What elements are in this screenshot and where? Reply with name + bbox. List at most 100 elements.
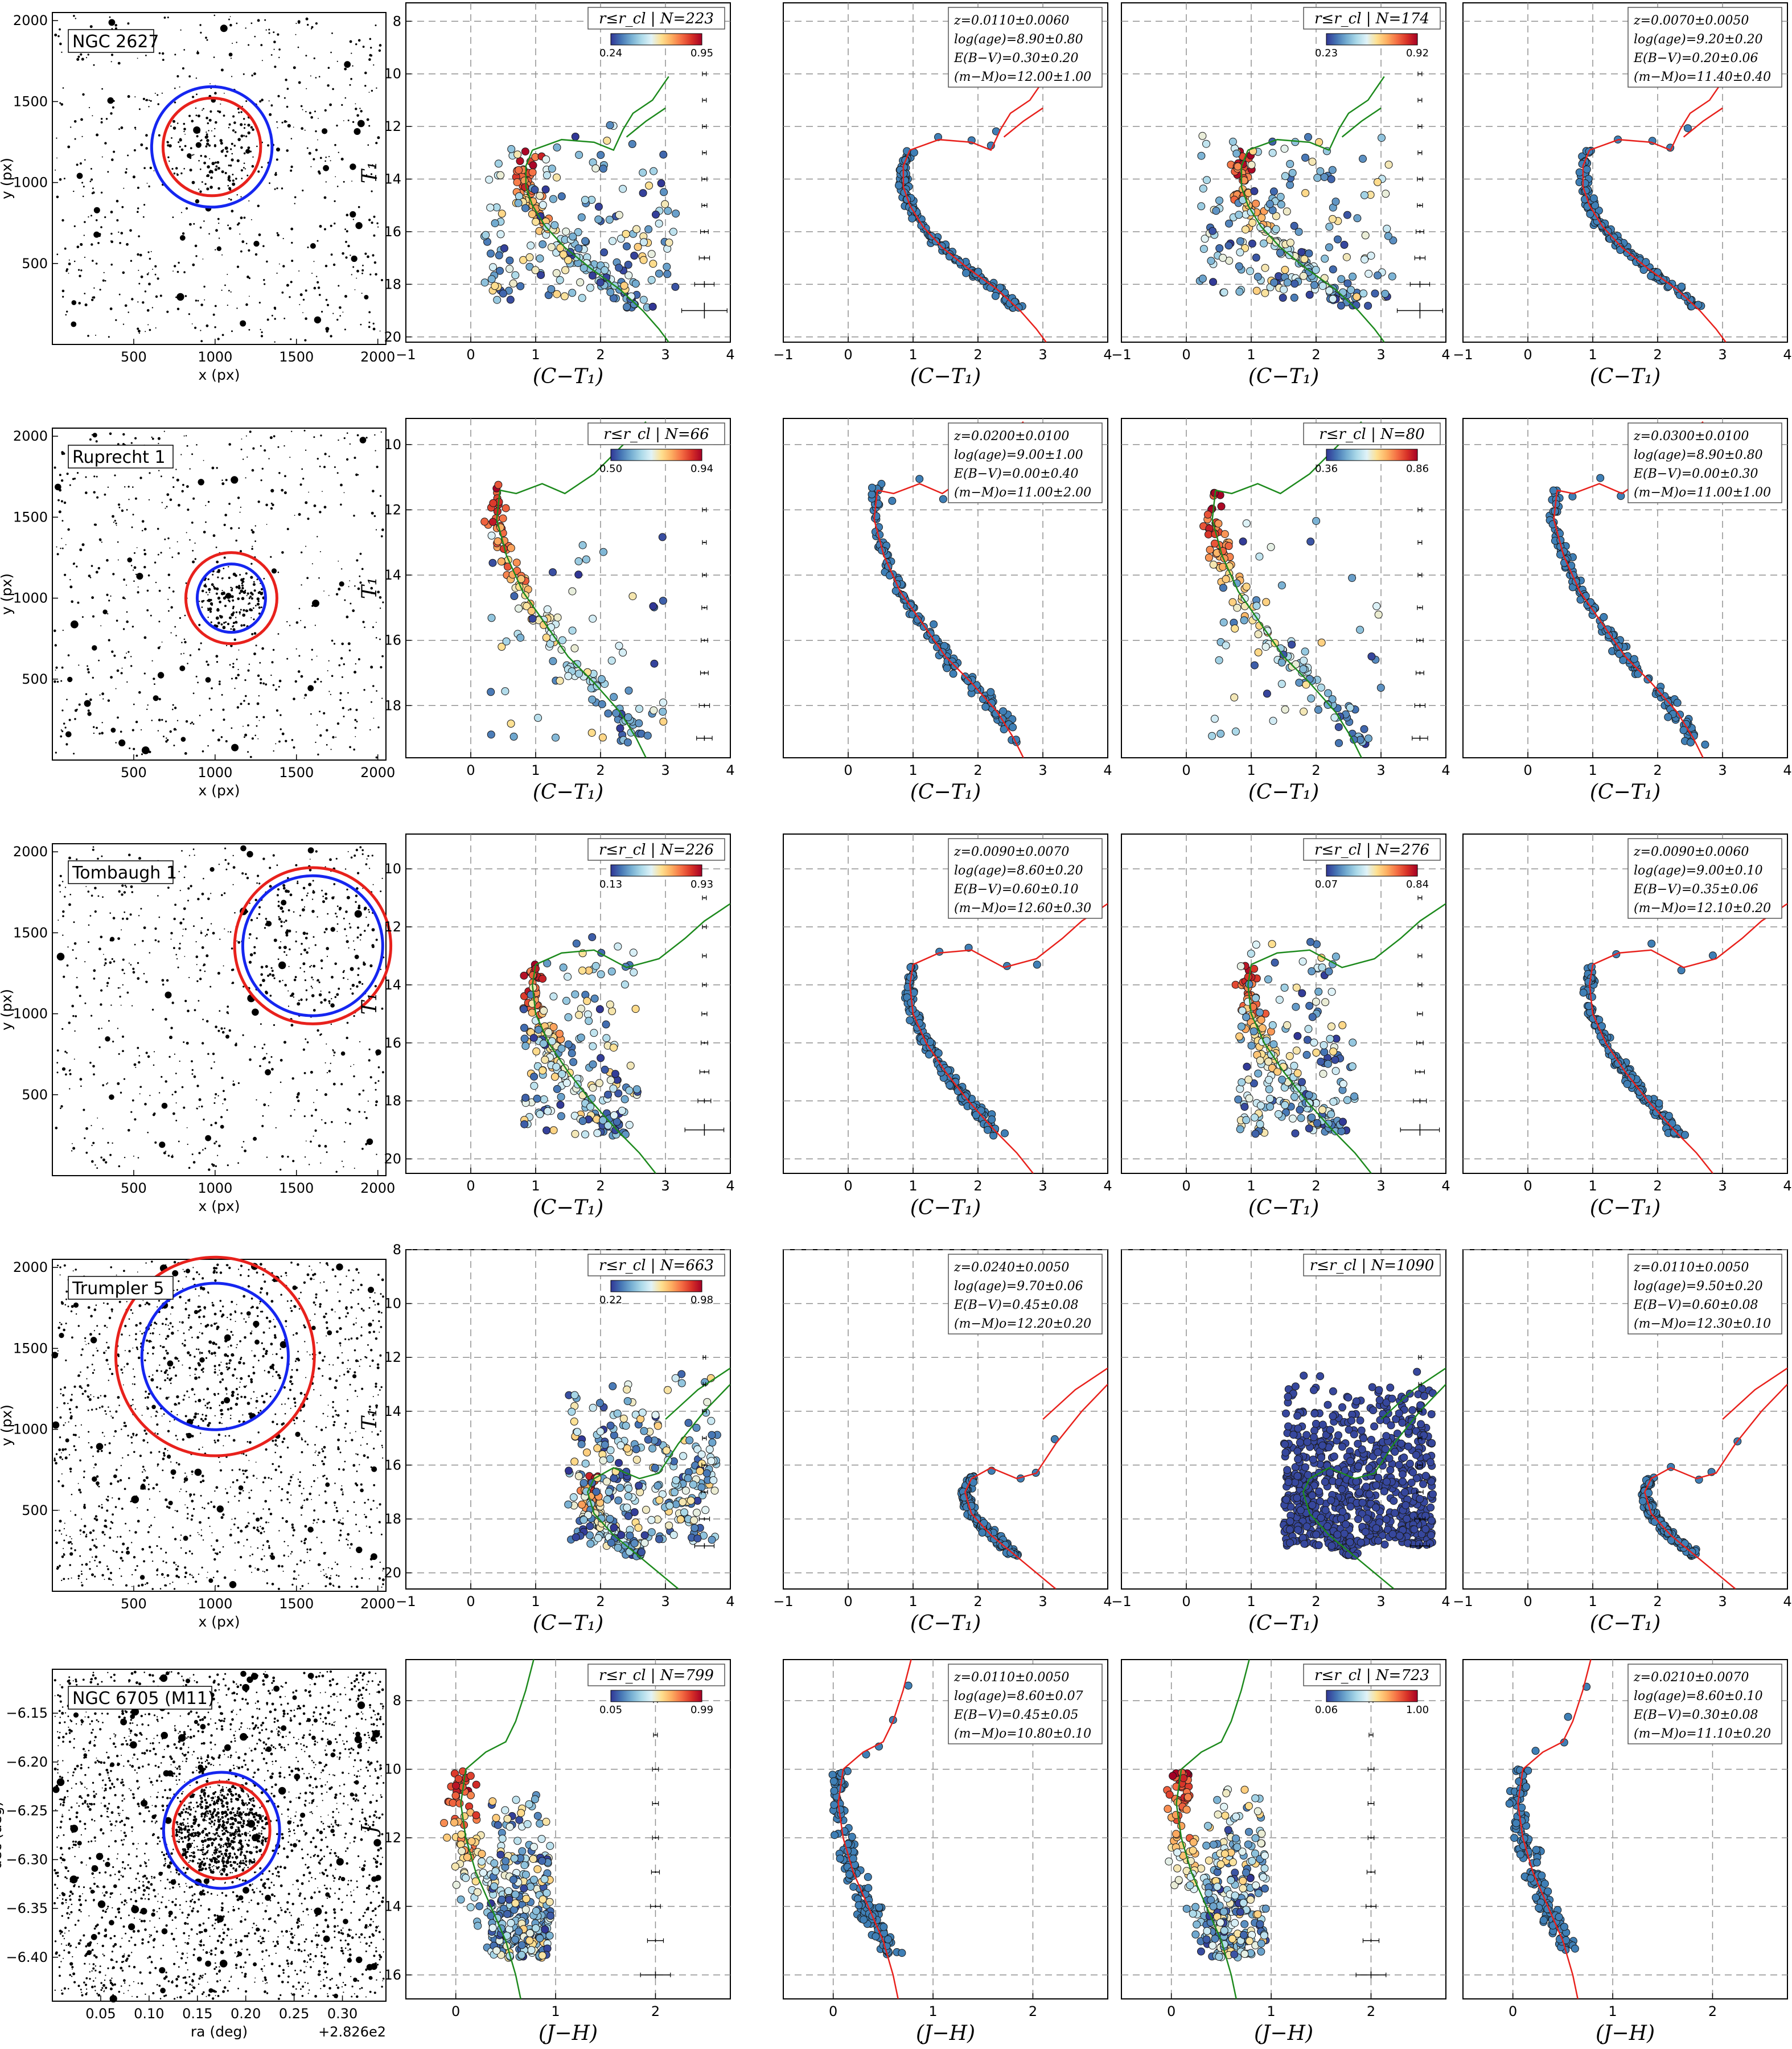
star [318, 577, 320, 579]
data-point [1235, 262, 1243, 270]
star [214, 1122, 217, 1124]
star [381, 528, 384, 531]
x-tick-label: 1 [1588, 762, 1597, 778]
data-point [1283, 207, 1291, 216]
star [278, 472, 281, 474]
fit-param-age: log(age)=8.90±0.80 [1634, 448, 1763, 462]
data-point [1286, 180, 1294, 189]
star [101, 732, 104, 734]
star [326, 947, 329, 950]
star [69, 484, 71, 486]
star [106, 1083, 108, 1085]
star [162, 52, 165, 55]
star [341, 642, 344, 646]
star [239, 550, 243, 553]
star [115, 319, 117, 321]
data-point [599, 548, 607, 556]
star [355, 736, 356, 737]
data-point [1340, 241, 1349, 249]
star [302, 109, 303, 110]
star [161, 1103, 168, 1109]
data-point [1367, 652, 1376, 660]
star [349, 40, 352, 43]
star [69, 1088, 71, 1090]
star [200, 303, 203, 306]
x-tick-label: 2000 [360, 765, 395, 781]
star [167, 537, 170, 540]
data-point [991, 291, 1000, 300]
data-point [529, 161, 537, 170]
data-point [1297, 248, 1306, 256]
data-point [1272, 212, 1280, 220]
star [249, 902, 250, 904]
star [323, 466, 326, 469]
star [138, 282, 141, 285]
star [100, 1156, 102, 1159]
star [158, 1092, 161, 1094]
star [335, 1171, 338, 1173]
star [357, 587, 360, 590]
star [145, 147, 148, 150]
star [205, 133, 208, 136]
data-point [600, 248, 609, 257]
star [305, 55, 307, 57]
star [149, 952, 151, 954]
star [287, 890, 290, 893]
star [151, 437, 154, 440]
star [349, 84, 351, 86]
data-point [496, 230, 505, 239]
star [301, 551, 303, 553]
star [65, 1073, 67, 1076]
star [215, 1165, 217, 1167]
star [251, 737, 254, 740]
x-tick-label: 2000 [360, 349, 395, 365]
star [153, 1064, 155, 1066]
star [266, 1156, 268, 1158]
star [354, 128, 361, 135]
star [191, 1073, 194, 1075]
star [262, 1115, 264, 1117]
star [168, 610, 170, 612]
star [134, 96, 136, 98]
star [226, 150, 229, 153]
star [262, 682, 265, 685]
star [243, 590, 246, 594]
data-point [655, 269, 663, 278]
data-point [1248, 239, 1256, 248]
star [276, 894, 279, 897]
star [232, 866, 236, 869]
star [250, 919, 253, 922]
y-tick-label: 2000 [13, 13, 48, 28]
star [121, 667, 123, 669]
star [224, 928, 225, 930]
star [320, 967, 323, 970]
x-tick-label: 1 [531, 762, 540, 778]
star [163, 430, 165, 432]
star [191, 453, 194, 455]
star [325, 298, 328, 301]
star [70, 126, 72, 128]
data-point [595, 1079, 603, 1087]
star [134, 552, 135, 554]
star [181, 490, 184, 492]
star [166, 739, 169, 741]
star [232, 855, 234, 857]
star [326, 1151, 328, 1153]
star [281, 121, 283, 124]
data-point [536, 191, 544, 200]
star [199, 226, 202, 229]
star [215, 592, 218, 595]
star [335, 593, 339, 596]
star [317, 240, 319, 242]
star [159, 294, 162, 297]
star [61, 1028, 64, 1030]
star [239, 611, 241, 614]
star [185, 720, 188, 723]
star [304, 1156, 306, 1158]
data-point [888, 496, 897, 505]
star [298, 81, 301, 84]
star [215, 1025, 217, 1028]
star [262, 716, 265, 718]
data-point [553, 143, 561, 151]
star [283, 318, 286, 319]
